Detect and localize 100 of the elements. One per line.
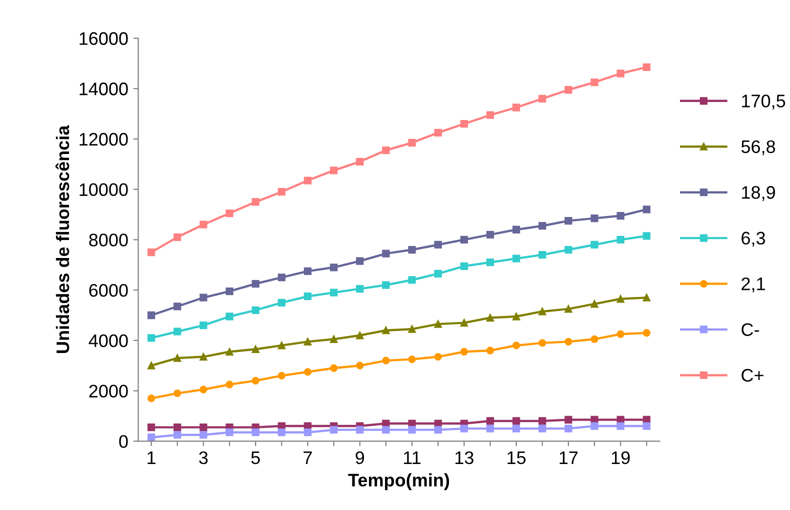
x-tick-label: 11 [404,452,420,464]
point [252,376,260,385]
point [278,372,286,380]
point [434,420,442,428]
point [174,423,182,432]
point [408,246,416,254]
point [382,426,390,434]
point [147,394,156,402]
point [434,320,442,328]
point [642,232,650,240]
point [408,426,416,434]
point [486,346,494,354]
point [434,426,442,434]
y-tick-label: 8000 [89,234,128,246]
point [304,428,312,436]
point [408,276,416,284]
point [226,428,234,436]
point [538,94,546,103]
point [512,254,520,262]
point [147,311,156,320]
point [460,424,468,432]
point [304,267,312,275]
point [512,226,520,234]
point [200,431,208,439]
point [486,417,494,425]
legend-label: C+ [742,368,764,382]
y-tick-label: 0 [119,435,128,448]
point [174,431,182,439]
legend-label: 170,5 [742,94,786,110]
point [200,423,208,432]
point [642,206,650,214]
point [564,416,572,424]
x-tick-label: 17 [560,452,578,464]
point [590,422,598,430]
point [460,318,468,327]
point [538,339,546,347]
point [460,120,468,128]
x-tick-label: 9 [356,451,364,464]
point [200,386,208,394]
point [226,288,234,296]
point [147,248,156,256]
y-tick-label: 6000 [89,284,128,297]
point [616,70,624,78]
point [564,338,572,346]
legend-label: 56,8 [741,140,776,156]
point [408,355,416,364]
legend-label: C- [742,323,759,336]
y-tick-label: 10000 [80,183,128,196]
point [486,424,494,432]
point [200,294,208,302]
point [408,420,416,428]
point [174,354,182,362]
point [304,368,312,376]
point [512,424,520,432]
point [174,302,182,310]
point [226,380,234,388]
point [434,352,442,361]
point [642,422,650,430]
point [486,258,494,266]
point [278,188,286,196]
point [564,246,572,254]
point [330,335,338,343]
point [434,240,442,249]
point [147,362,156,370]
point [408,138,416,147]
point [642,63,650,72]
y-tick-label: 4000 [88,334,128,348]
point [538,424,546,432]
legend-label: 6,3 [742,232,766,247]
point [147,423,156,432]
point [616,330,624,338]
x-tick-label: 19 [612,451,630,464]
point [564,424,572,432]
y-tick-label: 16000 [80,32,128,45]
point [642,294,650,302]
point [486,111,494,119]
point [252,428,260,436]
point [356,257,364,265]
point [616,295,624,303]
point [226,312,234,320]
point [252,280,260,288]
y-tick-label: 2000 [89,384,128,398]
point [512,417,520,425]
point [382,281,390,289]
point [564,86,572,94]
point [486,230,494,238]
point [616,422,624,430]
point [538,308,546,316]
x-tick-label: 7 [304,452,312,464]
point [382,146,390,154]
point [512,104,520,112]
point [200,352,208,361]
point [382,356,390,364]
point [590,300,598,308]
point [538,222,546,230]
point [642,329,650,337]
point [330,426,338,434]
point [590,240,598,249]
point [174,233,182,241]
point [564,216,572,225]
